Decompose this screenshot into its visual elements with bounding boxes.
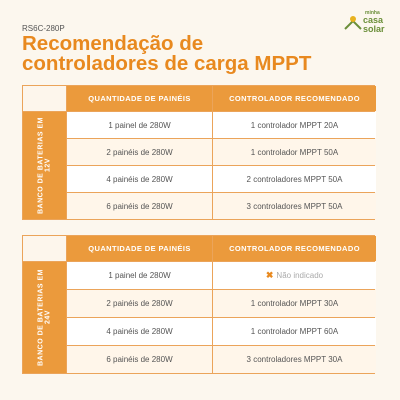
cell: 1 painel de 280W: [67, 262, 212, 289]
cell: 2 painéis de 280W: [67, 139, 212, 165]
logo-text: solar: [363, 24, 385, 34]
cell: 1 painel de 280W: [67, 112, 212, 138]
logo-icon: [344, 16, 362, 30]
product-code: RS6C-280P: [22, 24, 65, 33]
cell: 2 controladores MPPT 50A: [213, 166, 376, 192]
column-header: CONTROLADOR RECOMENDADO: [213, 236, 376, 261]
row-group-label: BANCO DE BATERIAS EM 24V: [23, 262, 66, 373]
logo: minha casa solar: [343, 10, 393, 34]
cell: 1 controlador MPPT 50A: [213, 139, 376, 165]
title-line: controladores de carga MPPT: [22, 52, 312, 75]
row-group-label: BANCO DE BATERIAS EM 12V: [23, 112, 66, 219]
table: QUANTIDADE DE PAINÉIS CONTROLADOR RECOME…: [22, 85, 376, 220]
cell: 1 controlador MPPT 30A: [213, 290, 376, 317]
cell: 3 controladores MPPT 50A: [213, 193, 376, 219]
cell: 4 painéis de 280W: [67, 318, 212, 345]
corner-cell: [23, 236, 66, 261]
logo-text: casa: [363, 15, 384, 25]
x-icon: ✖: [265, 270, 274, 280]
title: Recomendação de controladores de carga M…: [22, 32, 312, 75]
cell: ✖ Não indicado: [213, 262, 376, 289]
cell: 3 controladores MPPT 30A: [213, 346, 376, 373]
column-header: CONTROLADOR RECOMENDADO: [213, 86, 376, 111]
cell: 6 painéis de 280W: [67, 346, 212, 373]
cell: 6 painéis de 280W: [67, 193, 212, 219]
column-header: QUANTIDADE DE PAINÉIS: [67, 236, 212, 261]
cell-text: Não indicado: [276, 271, 324, 280]
cell: 1 controlador MPPT 20A: [213, 112, 376, 138]
corner-cell: [23, 86, 66, 111]
cell: 4 painéis de 280W: [67, 166, 212, 192]
cell: 1 controlador MPPT 60A: [213, 318, 376, 345]
cell: 2 painéis de 280W: [67, 290, 212, 317]
title-line: Recomendação de: [22, 32, 204, 55]
table: QUANTIDADE DE PAINÉIS CONTROLADOR RECOME…: [22, 235, 376, 374]
logo-text: minha: [365, 10, 380, 16]
column-header: QUANTIDADE DE PAINÉIS: [67, 86, 212, 111]
